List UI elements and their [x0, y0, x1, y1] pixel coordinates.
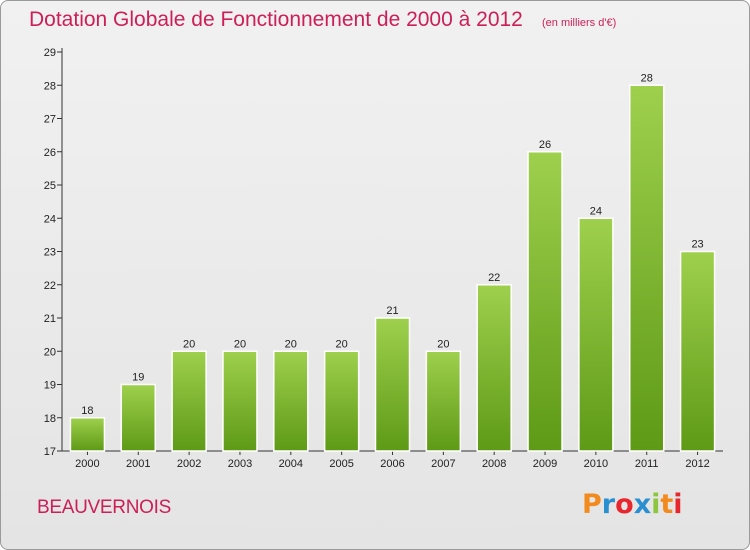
y-tick-label: 25 — [44, 180, 56, 192]
bar-value-label: 20 — [285, 338, 297, 350]
bar — [69, 417, 106, 452]
bar-value-label: 20 — [183, 338, 195, 350]
x-tick-label: 2003 — [228, 458, 252, 470]
bar-value-label: 18 — [81, 405, 93, 417]
bar — [323, 350, 360, 452]
bar — [273, 350, 309, 452]
logo-letter: i — [673, 489, 683, 520]
chart-subtitle: (en milliers d'€) — [542, 17, 617, 29]
bar — [171, 350, 207, 452]
bar — [578, 217, 614, 452]
bar-value-label: 19 — [132, 372, 144, 384]
logo-letter: P — [582, 489, 602, 520]
town-name: BEAUVERNOIS — [37, 497, 171, 518]
y-tick-label: 19 — [44, 380, 56, 392]
bar — [222, 350, 258, 452]
logo-letter: i — [651, 489, 661, 520]
y-tick-label: 26 — [44, 147, 56, 159]
x-tick-label: 2000 — [75, 458, 99, 470]
x-tick-label: 2009 — [533, 458, 557, 470]
bar-value-label: 21 — [386, 305, 398, 317]
y-tick-label: 20 — [44, 346, 56, 358]
y-tick-label: 23 — [44, 247, 56, 259]
y-tick-label: 21 — [44, 313, 56, 325]
bar — [374, 317, 411, 452]
bar-value-label: 28 — [641, 72, 653, 84]
bar — [628, 84, 665, 452]
y-tick-label: 27 — [44, 114, 56, 126]
bar — [527, 151, 563, 452]
bar-value-label: 23 — [691, 239, 703, 251]
x-tick-label: 2004 — [279, 458, 303, 470]
y-tick-label: 29 — [44, 47, 56, 59]
x-tick-label: 2002 — [177, 458, 201, 470]
bar-value-label: 20 — [234, 338, 246, 350]
bar — [425, 350, 462, 452]
x-tick-label: 2005 — [329, 458, 353, 470]
bar-value-label: 26 — [539, 139, 551, 151]
bar — [476, 284, 512, 452]
y-tick-label: 22 — [44, 280, 56, 292]
y-tick-label: 24 — [44, 213, 56, 225]
x-tick-label: 2011 — [635, 458, 659, 470]
bar-value-label: 22 — [488, 272, 500, 284]
y-tick-label: 17 — [44, 446, 56, 458]
logo-letter: x — [633, 489, 652, 520]
x-tick-label: 2012 — [685, 458, 709, 470]
logo-letter: o — [615, 489, 634, 520]
x-tick-label: 2008 — [482, 458, 506, 470]
bar — [120, 383, 157, 452]
y-tick-label: 18 — [44, 413, 56, 425]
proxiti-logo: Proxiti — [582, 489, 683, 520]
logo-letter: r — [601, 489, 616, 520]
bar-value-label: 20 — [336, 338, 348, 350]
bar-value-label: 24 — [590, 205, 602, 217]
logo-letter: t — [660, 489, 674, 520]
x-tick-label: 2001 — [126, 458, 150, 470]
x-tick-label: 2006 — [380, 458, 404, 470]
x-tick-label: 2007 — [431, 458, 455, 470]
x-tick-label: 2010 — [584, 458, 608, 470]
bar — [679, 250, 716, 452]
y-tick-label: 28 — [44, 80, 56, 92]
bar-value-label: 20 — [437, 338, 449, 350]
chart-title: Dotation Globale de Fonctionnement de 20… — [29, 8, 523, 31]
